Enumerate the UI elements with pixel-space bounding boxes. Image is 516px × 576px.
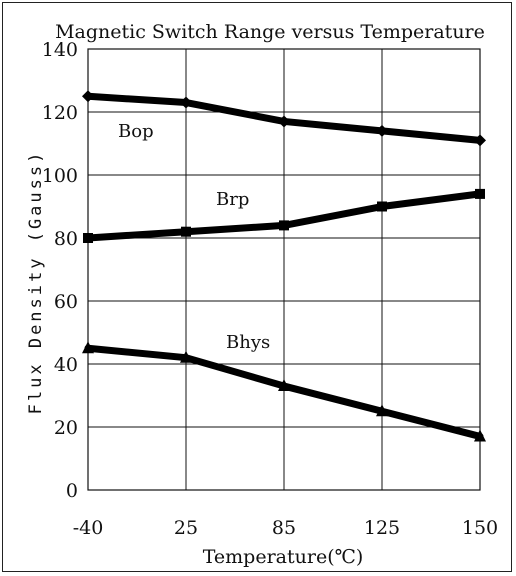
x-tick-label: -40 (73, 517, 104, 539)
y-tick-labels: 0 20 40 60 80 100 120 140 (42, 39, 78, 502)
y-tick-label: 0 (66, 480, 78, 502)
plot-area (87, 48, 481, 491)
series-labels: Bop Brp Bhys (118, 121, 270, 353)
y-axis-label: Flux Density (Gauss) (26, 150, 46, 415)
data-point-bop (180, 96, 192, 109)
series-label-brp: Brp (216, 189, 249, 210)
x-tick-label: 150 (462, 517, 498, 539)
y-tick-label: 40 (54, 354, 78, 376)
series-layer (82, 90, 486, 442)
x-tick-labels: -40 25 85 125 150 (73, 517, 498, 539)
data-point-bhys (474, 429, 486, 442)
data-point-bhys (278, 379, 290, 392)
y-tick-label: 80 (54, 228, 78, 250)
data-point-bop (376, 124, 388, 137)
data-point-brp (475, 188, 485, 199)
x-axis-label: Temperature(℃) (203, 546, 364, 568)
y-tick-label: 120 (42, 102, 78, 124)
x-tick-label: 125 (364, 517, 400, 539)
data-point-bhys (180, 350, 192, 363)
data-point-bop (82, 90, 94, 103)
y-tick-label: 60 (54, 291, 78, 313)
data-point-brp (83, 233, 93, 243)
y-tick-label: 140 (42, 39, 78, 61)
x-tick-label: 85 (272, 517, 296, 539)
data-point-brp (279, 220, 289, 231)
data-point-bop (474, 134, 486, 147)
x-tick-label: 25 (174, 517, 198, 539)
series-label-bop: Bop (118, 121, 154, 142)
data-point-brp (181, 226, 191, 237)
chart-title: Magnetic Switch Range versus Temperature (55, 21, 485, 43)
data-point-bop (278, 115, 290, 128)
data-point-brp (377, 201, 387, 212)
y-tick-label: 100 (42, 165, 78, 187)
y-tick-label: 20 (54, 417, 78, 439)
series-label-bhys: Bhys (226, 332, 270, 353)
data-point-bhys (376, 404, 388, 417)
data-point-bhys (82, 341, 94, 354)
